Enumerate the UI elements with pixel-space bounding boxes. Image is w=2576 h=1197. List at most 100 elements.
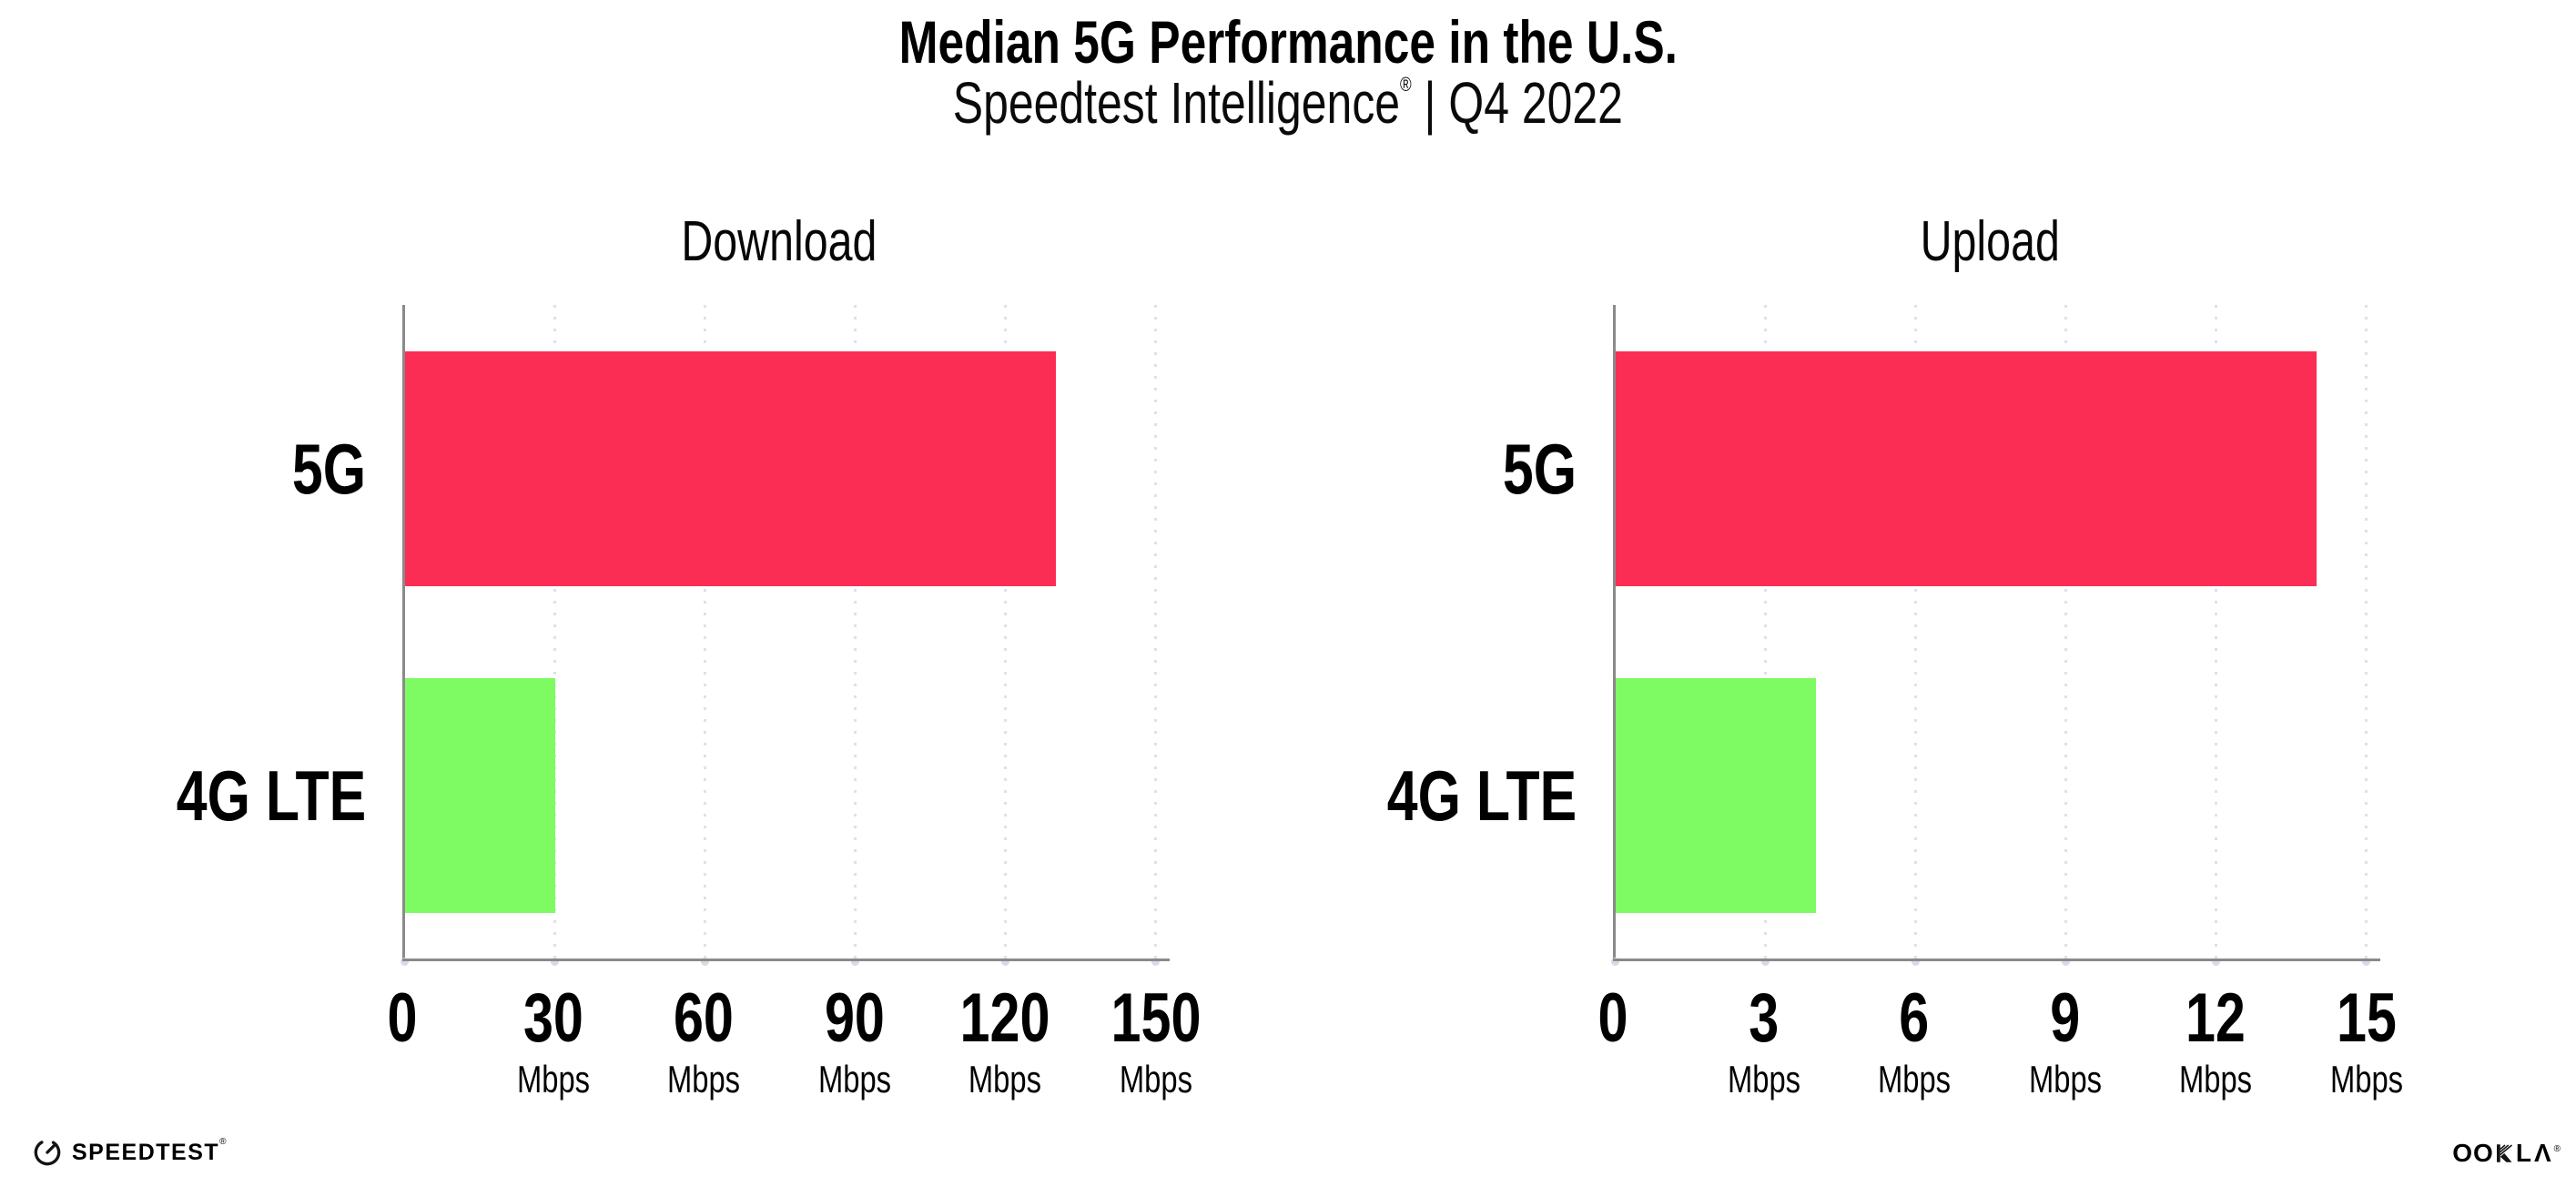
x-tick-unit: Mbps: [807, 1060, 901, 1099]
x-axis-ticks: 0 30 Mbps 60 Mbps 90 Mbps 120 Mbps 150 Mbps: [388, 959, 1202, 1113]
ookla-logo: OO L Λ ®: [2452, 1141, 2561, 1166]
text: 90: [824, 979, 885, 1057]
x-tick: 15 Mbps: [2320, 984, 2414, 1099]
category-label-5g: 5G: [1482, 433, 1577, 504]
text: 30: [522, 979, 583, 1057]
axis-tick-dot: [401, 958, 409, 966]
text: 9: [2050, 979, 2081, 1057]
x-tick-value: 30: [506, 984, 600, 1053]
text: 3: [1749, 979, 1780, 1057]
page-title-text: Median 5G Performance in the U.S.: [898, 8, 1678, 76]
axis-tick-dot: [2062, 958, 2070, 966]
x-axis-line: [402, 959, 1170, 961]
gridline: [553, 305, 556, 959]
text: 6: [1899, 979, 1930, 1057]
axis-tick-dot: [2362, 958, 2370, 966]
axis-tick-dot: [551, 958, 559, 966]
gridline: [1154, 305, 1157, 959]
text: 120: [959, 979, 1050, 1057]
x-tick-value: 6: [1868, 984, 1962, 1053]
x-tick-unit: Mbps: [2320, 1060, 2414, 1099]
text: Mbps: [2329, 1058, 2404, 1101]
gridline: [2365, 305, 2368, 959]
x-tick-unit: Mbps: [948, 1060, 1063, 1099]
subtitle-period: | Q4 2022: [1411, 70, 1624, 136]
text: 0: [387, 979, 418, 1057]
text: 0: [1597, 979, 1628, 1057]
chart-title-text: Upload: [1920, 210, 2060, 273]
x-tick-value: 90: [807, 984, 901, 1053]
x-tick: 0: [383, 984, 421, 1053]
bar-4g-lte: [405, 678, 555, 913]
ookla-hatched-k-icon: [2496, 1144, 2512, 1162]
category-label-4g-lte: 4G LTE: [1334, 760, 1577, 831]
ookla-a: Λ: [2533, 1139, 2552, 1167]
x-tick-unit: Mbps: [1868, 1060, 1962, 1099]
text: 5G: [291, 429, 366, 509]
text: 5G: [1502, 429, 1577, 509]
text: 12: [2186, 979, 2246, 1057]
x-tick-unit: Mbps: [1099, 1060, 1214, 1099]
speedtest-label: SPEEDTEST: [72, 1139, 220, 1165]
gridline: [1004, 305, 1007, 959]
axis-tick-dot: [2212, 958, 2220, 966]
axis-tick-dot: [1001, 958, 1009, 966]
text: Mbps: [667, 1058, 741, 1101]
subtitle-brand: Speedtest Intelligence: [952, 70, 1401, 136]
x-tick: 120 Mbps: [948, 984, 1063, 1099]
x-tick-unit: Mbps: [1717, 1060, 1810, 1099]
text: Mbps: [1119, 1058, 1193, 1101]
text: Mbps: [817, 1058, 891, 1101]
gridline: [704, 305, 706, 959]
speedtest-gauge-icon: [34, 1139, 61, 1166]
speedtest-registered-mark: ®: [219, 1136, 228, 1147]
chart-title: Upload: [1613, 214, 2367, 270]
x-tick-value: 120: [948, 984, 1063, 1053]
x-tick-value: 9: [2018, 984, 2112, 1053]
x-tick-unit: Mbps: [657, 1060, 751, 1099]
x-tick: 150 Mbps: [1099, 984, 1214, 1099]
axis-tick-dot: [1761, 958, 1770, 966]
x-tick-value: 0: [1594, 984, 1632, 1053]
axis-tick-dot: [851, 958, 859, 966]
x-tick-unit: Mbps: [2018, 1060, 2112, 1099]
x-tick: 3 Mbps: [1717, 984, 1810, 1099]
x-tick: 9 Mbps: [2018, 984, 2112, 1099]
text: 60: [674, 979, 735, 1057]
axis-tick-dot: [701, 958, 709, 966]
registered-mark: ®: [1400, 73, 1412, 96]
text: Mbps: [516, 1058, 590, 1101]
gridline: [1914, 305, 1917, 959]
ookla-oo: OO: [2452, 1139, 2494, 1167]
x-tick-value: 0: [383, 984, 421, 1053]
gridline: [854, 305, 857, 959]
x-tick-value: 3: [1717, 984, 1810, 1053]
x-tick: 90 Mbps: [807, 984, 901, 1099]
x-tick: 30 Mbps: [506, 984, 600, 1099]
text: Mbps: [969, 1058, 1042, 1101]
x-tick: 12 Mbps: [2169, 984, 2263, 1099]
page-title: Median 5G Performance in the U.S.: [0, 8, 2576, 76]
ookla-l: L: [2515, 1139, 2532, 1167]
upload-chart: Upload 0 3 Mbps 6 Mbps 9 Mbps 12 Mbps 15 Mbps 5G 4G…: [1387, 214, 2404, 1099]
x-axis-line: [1613, 959, 2380, 961]
bar-5g: [405, 351, 1056, 586]
x-tick: 6 Mbps: [1868, 984, 1962, 1099]
page-subtitle-text: Speedtest Intelligence® | Q4 2022: [952, 70, 1624, 136]
download-chart: Download 0 30 Mbps 60 Mbps 90 Mbps 120 Mbps 150 Mb…: [177, 214, 1202, 1099]
bar-5g: [1616, 351, 2317, 586]
bar-4g-lte: [1616, 678, 1816, 913]
text: Mbps: [1878, 1058, 1952, 1101]
ookla-registered-mark: ®: [2553, 1144, 2561, 1154]
x-tick-value: 150: [1099, 984, 1214, 1053]
x-tick-unit: Mbps: [506, 1060, 600, 1099]
text: 4G LTE: [176, 756, 366, 836]
speedtest-logo: SPEEDTEST®: [33, 1136, 228, 1167]
x-tick-value: 15: [2320, 984, 2414, 1053]
category-label-5g: 5G: [271, 433, 366, 504]
gridline: [2215, 305, 2217, 959]
text: Mbps: [1727, 1058, 1800, 1101]
x-tick: 0: [1594, 984, 1632, 1053]
axis-tick-dot: [1611, 958, 1619, 966]
